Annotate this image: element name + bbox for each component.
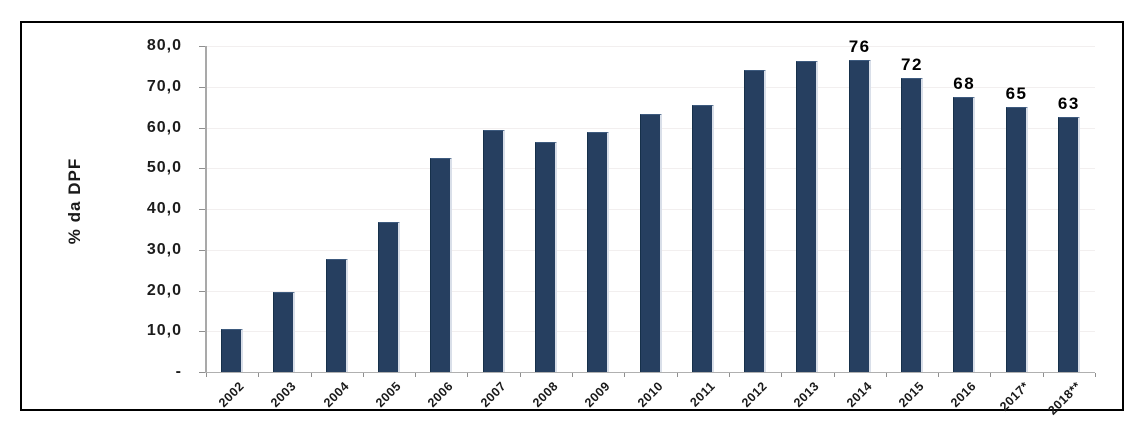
y-tick-label: 30,0 (146, 240, 182, 258)
x-axis-line (205, 372, 1095, 373)
bar-2015 (900, 78, 923, 372)
x-axis-tick (938, 373, 940, 377)
x-axis-tick (728, 373, 730, 377)
y-tick-label: 20,0 (146, 281, 182, 299)
y-axis-tick (199, 168, 205, 170)
x-axis-tick (519, 373, 521, 377)
y-tick-label: 40,0 (146, 200, 182, 217)
y-axis-title: % da DPF (65, 157, 84, 245)
y-axis-line (205, 46, 207, 372)
bar-value-label: 72 (901, 55, 923, 75)
bar-2013 (796, 60, 819, 372)
y-axis-tick (199, 209, 205, 210)
x-axis-tick (1095, 373, 1096, 377)
bar-2010 (639, 114, 662, 372)
y-tick-label: 10,0 (146, 322, 182, 340)
x-axis-tick (990, 373, 992, 377)
bar-value-label: 65 (1005, 84, 1028, 104)
bar-2006 (430, 158, 453, 372)
x-axis-tick (415, 373, 417, 377)
x-axis-tick (624, 373, 626, 377)
bar-2007 (482, 130, 505, 372)
bar-2014 (848, 60, 871, 372)
x-axis-tick (676, 373, 678, 377)
y-axis-tick (199, 46, 205, 47)
gridline (206, 86, 1095, 88)
bar-2005 (378, 222, 401, 372)
bar-2012 (744, 70, 767, 372)
x-axis-tick (885, 373, 887, 377)
bar-2004 (325, 258, 348, 372)
bar-2009 (587, 131, 610, 372)
bar-2002 (221, 329, 244, 372)
bar-2016 (953, 96, 976, 372)
bar-value-label: 63 (1057, 93, 1080, 113)
x-axis-tick (310, 373, 312, 377)
y-axis-tick (199, 249, 205, 251)
bar-2018 (1057, 116, 1080, 372)
gridline (206, 46, 1095, 47)
bar-value-label: 68 (953, 73, 976, 93)
y-tick-label: 50,0 (146, 159, 182, 177)
x-axis-tick (258, 373, 260, 377)
y-axis-tick (199, 290, 205, 292)
y-tick-label: 80,0 (146, 37, 182, 54)
y-tick-label: 70,0 (146, 77, 182, 95)
x-axis-tick (833, 373, 835, 377)
y-axis-tick (199, 86, 205, 88)
bar-value-label: 76 (848, 37, 871, 57)
x-axis-tick (1042, 373, 1044, 377)
y-axis-tick (199, 331, 205, 333)
bar-2008 (534, 142, 557, 372)
y-axis-tick (199, 372, 205, 373)
y-tick-label: 60,0 (146, 118, 182, 136)
x-axis-tick (572, 373, 574, 377)
chart-frame (20, 21, 1124, 411)
bar-2003 (273, 291, 296, 372)
x-axis-tick (362, 373, 364, 377)
y-tick-label: - (175, 363, 182, 380)
x-axis-tick (467, 373, 469, 377)
bar-2011 (691, 105, 714, 372)
y-axis-tick (199, 127, 205, 129)
bar-2017 (1005, 107, 1028, 372)
x-axis-tick (206, 373, 207, 377)
x-axis-tick (781, 373, 783, 377)
